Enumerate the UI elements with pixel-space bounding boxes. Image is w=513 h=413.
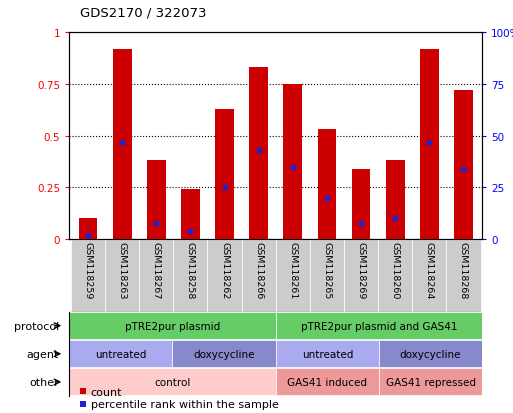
- Text: GAS41 induced: GAS41 induced: [287, 377, 367, 387]
- Bar: [310, 240, 344, 312]
- Text: GSM118265: GSM118265: [323, 242, 331, 299]
- Bar: [69, 312, 276, 339]
- Bar: [283, 85, 302, 240]
- Bar: [172, 340, 276, 368]
- Bar: [181, 190, 200, 240]
- Bar: [139, 240, 173, 312]
- Bar: [113, 50, 131, 240]
- Text: untreated: untreated: [95, 349, 147, 359]
- Bar: [173, 240, 207, 312]
- Bar: [207, 240, 242, 312]
- Bar: [379, 368, 482, 396]
- Bar: [454, 91, 473, 240]
- Bar: [420, 50, 439, 240]
- Bar: [386, 161, 405, 240]
- Bar: [71, 240, 105, 312]
- Text: GSM118264: GSM118264: [425, 242, 434, 299]
- Bar: [275, 240, 310, 312]
- Text: protocol: protocol: [14, 321, 59, 331]
- Text: GSM118266: GSM118266: [254, 242, 263, 299]
- Bar: [147, 161, 166, 240]
- Text: GDS2170 / 322073: GDS2170 / 322073: [80, 7, 206, 20]
- Text: doxycycline: doxycycline: [193, 349, 255, 359]
- Text: percentile rank within the sample: percentile rank within the sample: [91, 399, 279, 409]
- Text: GSM118260: GSM118260: [391, 242, 400, 299]
- Text: control: control: [154, 377, 191, 387]
- Text: doxycycline: doxycycline: [400, 349, 461, 359]
- Bar: [105, 240, 139, 312]
- Bar: [318, 130, 337, 240]
- Bar: [344, 240, 378, 312]
- Text: count: count: [91, 387, 122, 397]
- Bar: [69, 340, 172, 368]
- Text: untreated: untreated: [302, 349, 353, 359]
- Bar: [276, 340, 379, 368]
- Text: GSM118262: GSM118262: [220, 242, 229, 299]
- Text: agent: agent: [27, 349, 59, 359]
- Bar: [276, 312, 482, 339]
- Bar: [412, 240, 446, 312]
- Bar: [215, 109, 234, 240]
- Text: GSM118267: GSM118267: [152, 242, 161, 299]
- Text: GSM118263: GSM118263: [117, 242, 127, 299]
- Text: pTRE2pur plasmid: pTRE2pur plasmid: [125, 321, 220, 331]
- Text: GSM118269: GSM118269: [357, 242, 366, 299]
- Text: pTRE2pur plasmid and GAS41: pTRE2pur plasmid and GAS41: [301, 321, 457, 331]
- Bar: [352, 169, 370, 240]
- Text: GSM118258: GSM118258: [186, 242, 195, 299]
- Text: GSM118268: GSM118268: [459, 242, 468, 299]
- Bar: [276, 368, 379, 396]
- Bar: [69, 368, 276, 396]
- Text: GSM118259: GSM118259: [84, 242, 92, 299]
- Bar: [242, 240, 275, 312]
- Bar: [379, 340, 482, 368]
- Bar: [78, 219, 97, 240]
- Bar: [446, 240, 481, 312]
- Text: GSM118261: GSM118261: [288, 242, 298, 299]
- Text: GAS41 repressed: GAS41 repressed: [386, 377, 476, 387]
- Bar: [378, 240, 412, 312]
- Bar: [249, 68, 268, 240]
- Text: other: other: [29, 377, 59, 387]
